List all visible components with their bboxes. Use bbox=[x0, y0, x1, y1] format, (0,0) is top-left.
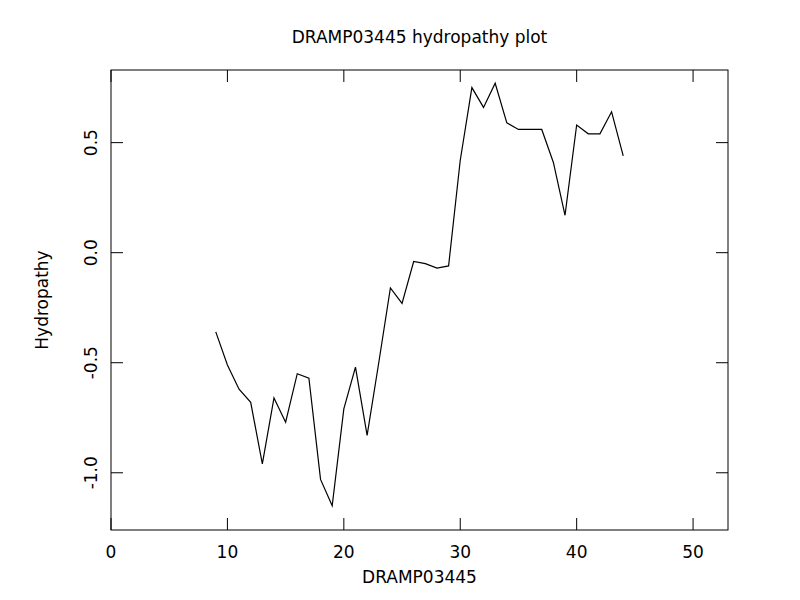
x-tick bbox=[693, 518, 694, 530]
x-tick bbox=[693, 70, 694, 82]
hydropathy-line bbox=[216, 83, 623, 506]
chart: DRAMP03445 hydropathy plot DRAMP03445 Hydr… bbox=[0, 0, 800, 600]
y-tick bbox=[111, 252, 123, 253]
x-tick bbox=[343, 70, 344, 82]
x-tick bbox=[227, 518, 228, 530]
x-tick bbox=[343, 518, 344, 530]
y-tick bbox=[111, 472, 123, 473]
x-label: DRAMP03445 bbox=[362, 567, 477, 587]
y-tick bbox=[111, 362, 123, 363]
x-tick bbox=[460, 70, 461, 82]
y-tick-label: 0.5 bbox=[81, 129, 101, 156]
y-tick-label: 0.0 bbox=[81, 239, 101, 266]
x-tick bbox=[227, 70, 228, 82]
title: DRAMP03445 hydropathy plot bbox=[292, 27, 548, 47]
frame bbox=[111, 70, 728, 530]
x-tick-label: 30 bbox=[449, 542, 471, 562]
x-tick-label: 50 bbox=[682, 542, 704, 562]
y-tick bbox=[716, 472, 728, 473]
y-label: Hydropathy bbox=[32, 250, 52, 349]
x-tick-label: 0 bbox=[106, 542, 117, 562]
y-tick bbox=[111, 142, 123, 143]
x-tick-label: 10 bbox=[217, 542, 239, 562]
x-tick bbox=[111, 70, 112, 82]
x-tick bbox=[460, 518, 461, 530]
y-tick bbox=[716, 252, 728, 253]
x-tick-label: 40 bbox=[566, 542, 588, 562]
x-tick bbox=[576, 70, 577, 82]
plot-area bbox=[216, 83, 623, 506]
x-tick bbox=[576, 518, 577, 530]
x-tick-label: 20 bbox=[333, 542, 355, 562]
y-tick-label: -1.0 bbox=[81, 456, 101, 489]
y-tick bbox=[716, 142, 728, 143]
y-tick bbox=[716, 362, 728, 363]
y-tick-label: -0.5 bbox=[81, 346, 101, 379]
x-tick bbox=[111, 518, 112, 530]
